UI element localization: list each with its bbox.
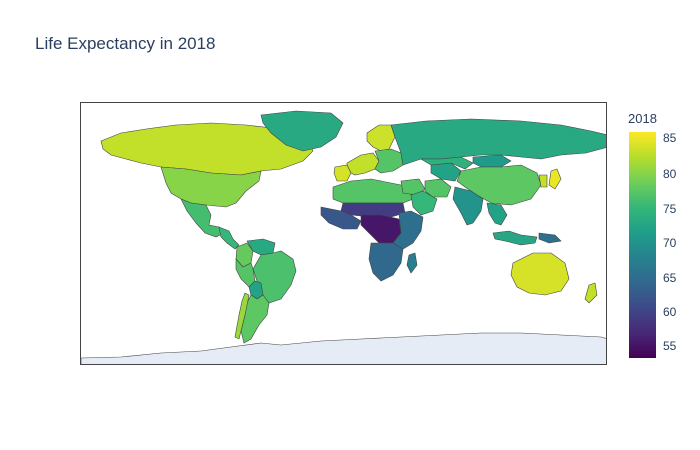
- country-region[interactable]: [100, 122, 314, 176]
- country-region[interactable]: [366, 124, 396, 152]
- country-region[interactable]: [486, 202, 508, 226]
- country-region[interactable]: [492, 230, 538, 246]
- colorbar-tick: 65: [663, 271, 677, 285]
- country-region[interactable]: [510, 252, 570, 296]
- country-region[interactable]: [392, 210, 424, 250]
- country-region[interactable]: [252, 250, 297, 304]
- country-region[interactable]: [456, 164, 542, 206]
- country-region[interactable]: [234, 292, 250, 340]
- country-region[interactable]: [419, 156, 474, 170]
- colorbar: [629, 132, 656, 358]
- country-region[interactable]: [452, 186, 484, 226]
- world-map[interactable]: [80, 102, 607, 365]
- colorbar-tick: 55: [663, 339, 677, 353]
- colorbar-tick: 70: [663, 236, 677, 250]
- country-region[interactable]: [81, 332, 607, 365]
- country-region[interactable]: [538, 174, 548, 188]
- country-region[interactable]: [548, 168, 562, 190]
- country-region[interactable]: [430, 162, 462, 182]
- colorbar-tick: 60: [663, 305, 677, 319]
- country-region[interactable]: [260, 110, 344, 152]
- map-canvas: [81, 110, 607, 365]
- country-region[interactable]: [406, 252, 418, 274]
- colorbar-tick: 80: [663, 167, 677, 181]
- country-region[interactable]: [538, 232, 562, 244]
- country-region[interactable]: [333, 164, 352, 182]
- country-region[interactable]: [320, 206, 362, 230]
- country-region[interactable]: [472, 154, 512, 168]
- colorbar-title: 2018: [628, 111, 657, 126]
- country-region[interactable]: [218, 226, 240, 250]
- chart-title: Life Expectancy in 2018: [35, 34, 216, 53]
- country-region[interactable]: [346, 152, 380, 176]
- country-region[interactable]: [410, 190, 438, 216]
- country-region[interactable]: [368, 242, 404, 282]
- country-region[interactable]: [360, 214, 402, 244]
- country-region[interactable]: [374, 148, 404, 174]
- country-region[interactable]: [390, 118, 607, 166]
- country-region[interactable]: [584, 282, 598, 304]
- country-region[interactable]: [160, 166, 262, 208]
- colorbar-tick: 75: [663, 202, 677, 216]
- country-region[interactable]: [332, 178, 414, 204]
- colorbar-tick: 85: [663, 131, 677, 145]
